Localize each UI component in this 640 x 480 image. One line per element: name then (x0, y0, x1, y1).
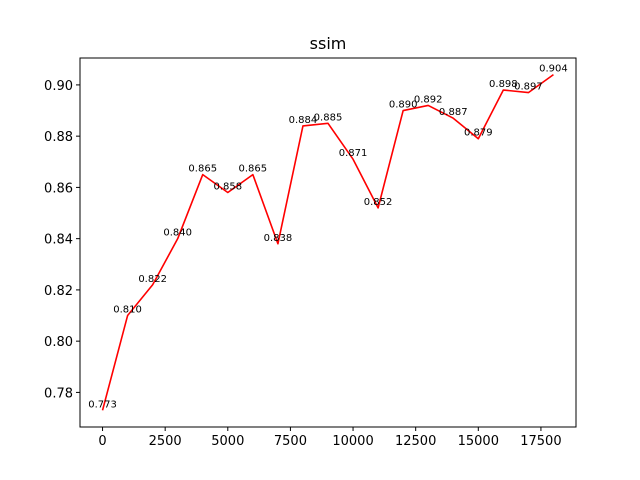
data-label: 0.898 (489, 79, 518, 90)
data-label: 0.871 (339, 148, 368, 159)
data-label: 0.858 (213, 182, 242, 193)
x-tick-label: 17500 (520, 434, 561, 449)
y-tick-label: 0.80 (44, 335, 73, 350)
data-label: 0.904 (539, 64, 568, 75)
x-tick-label: 15000 (458, 434, 499, 449)
data-label: 0.885 (314, 112, 343, 123)
data-label: 0.892 (414, 94, 443, 105)
x-tick-label: 2500 (149, 434, 182, 449)
x-tick-label: 7500 (274, 434, 307, 449)
data-label: 0.865 (239, 164, 268, 175)
y-tick-label: 0.84 (44, 233, 73, 248)
y-tick-label: 0.90 (44, 79, 73, 94)
data-label: 0.884 (289, 115, 318, 126)
y-tick-label: 0.88 (44, 130, 73, 145)
y-tick-label: 0.82 (44, 284, 73, 299)
data-label: 0.840 (163, 228, 192, 239)
chart-title: ssim (310, 34, 347, 53)
data-label: 0.838 (264, 233, 293, 244)
x-tick-label: 12500 (395, 434, 436, 449)
y-tick-label: 0.86 (44, 181, 73, 196)
data-label: 0.897 (514, 82, 543, 93)
data-label: 0.865 (188, 164, 217, 175)
data-label: 0.822 (138, 274, 167, 285)
data-label: 0.852 (364, 197, 393, 208)
y-tick-label: 0.78 (44, 386, 73, 401)
data-label: 0.887 (439, 107, 468, 118)
x-tick-label: 0 (98, 434, 106, 449)
data-label: 0.890 (389, 100, 418, 111)
x-tick-label: 10000 (332, 434, 373, 449)
data-label: 0.810 (113, 305, 142, 316)
x-tick-label: 5000 (211, 434, 244, 449)
plot-frame (79, 57, 577, 428)
data-label: 0.773 (88, 399, 117, 410)
plot-area: 0 2500 5000 7500 10000 12500 15000 17500 0.78 0.8… (44, 57, 577, 449)
data-label: 0.879 (464, 128, 493, 139)
